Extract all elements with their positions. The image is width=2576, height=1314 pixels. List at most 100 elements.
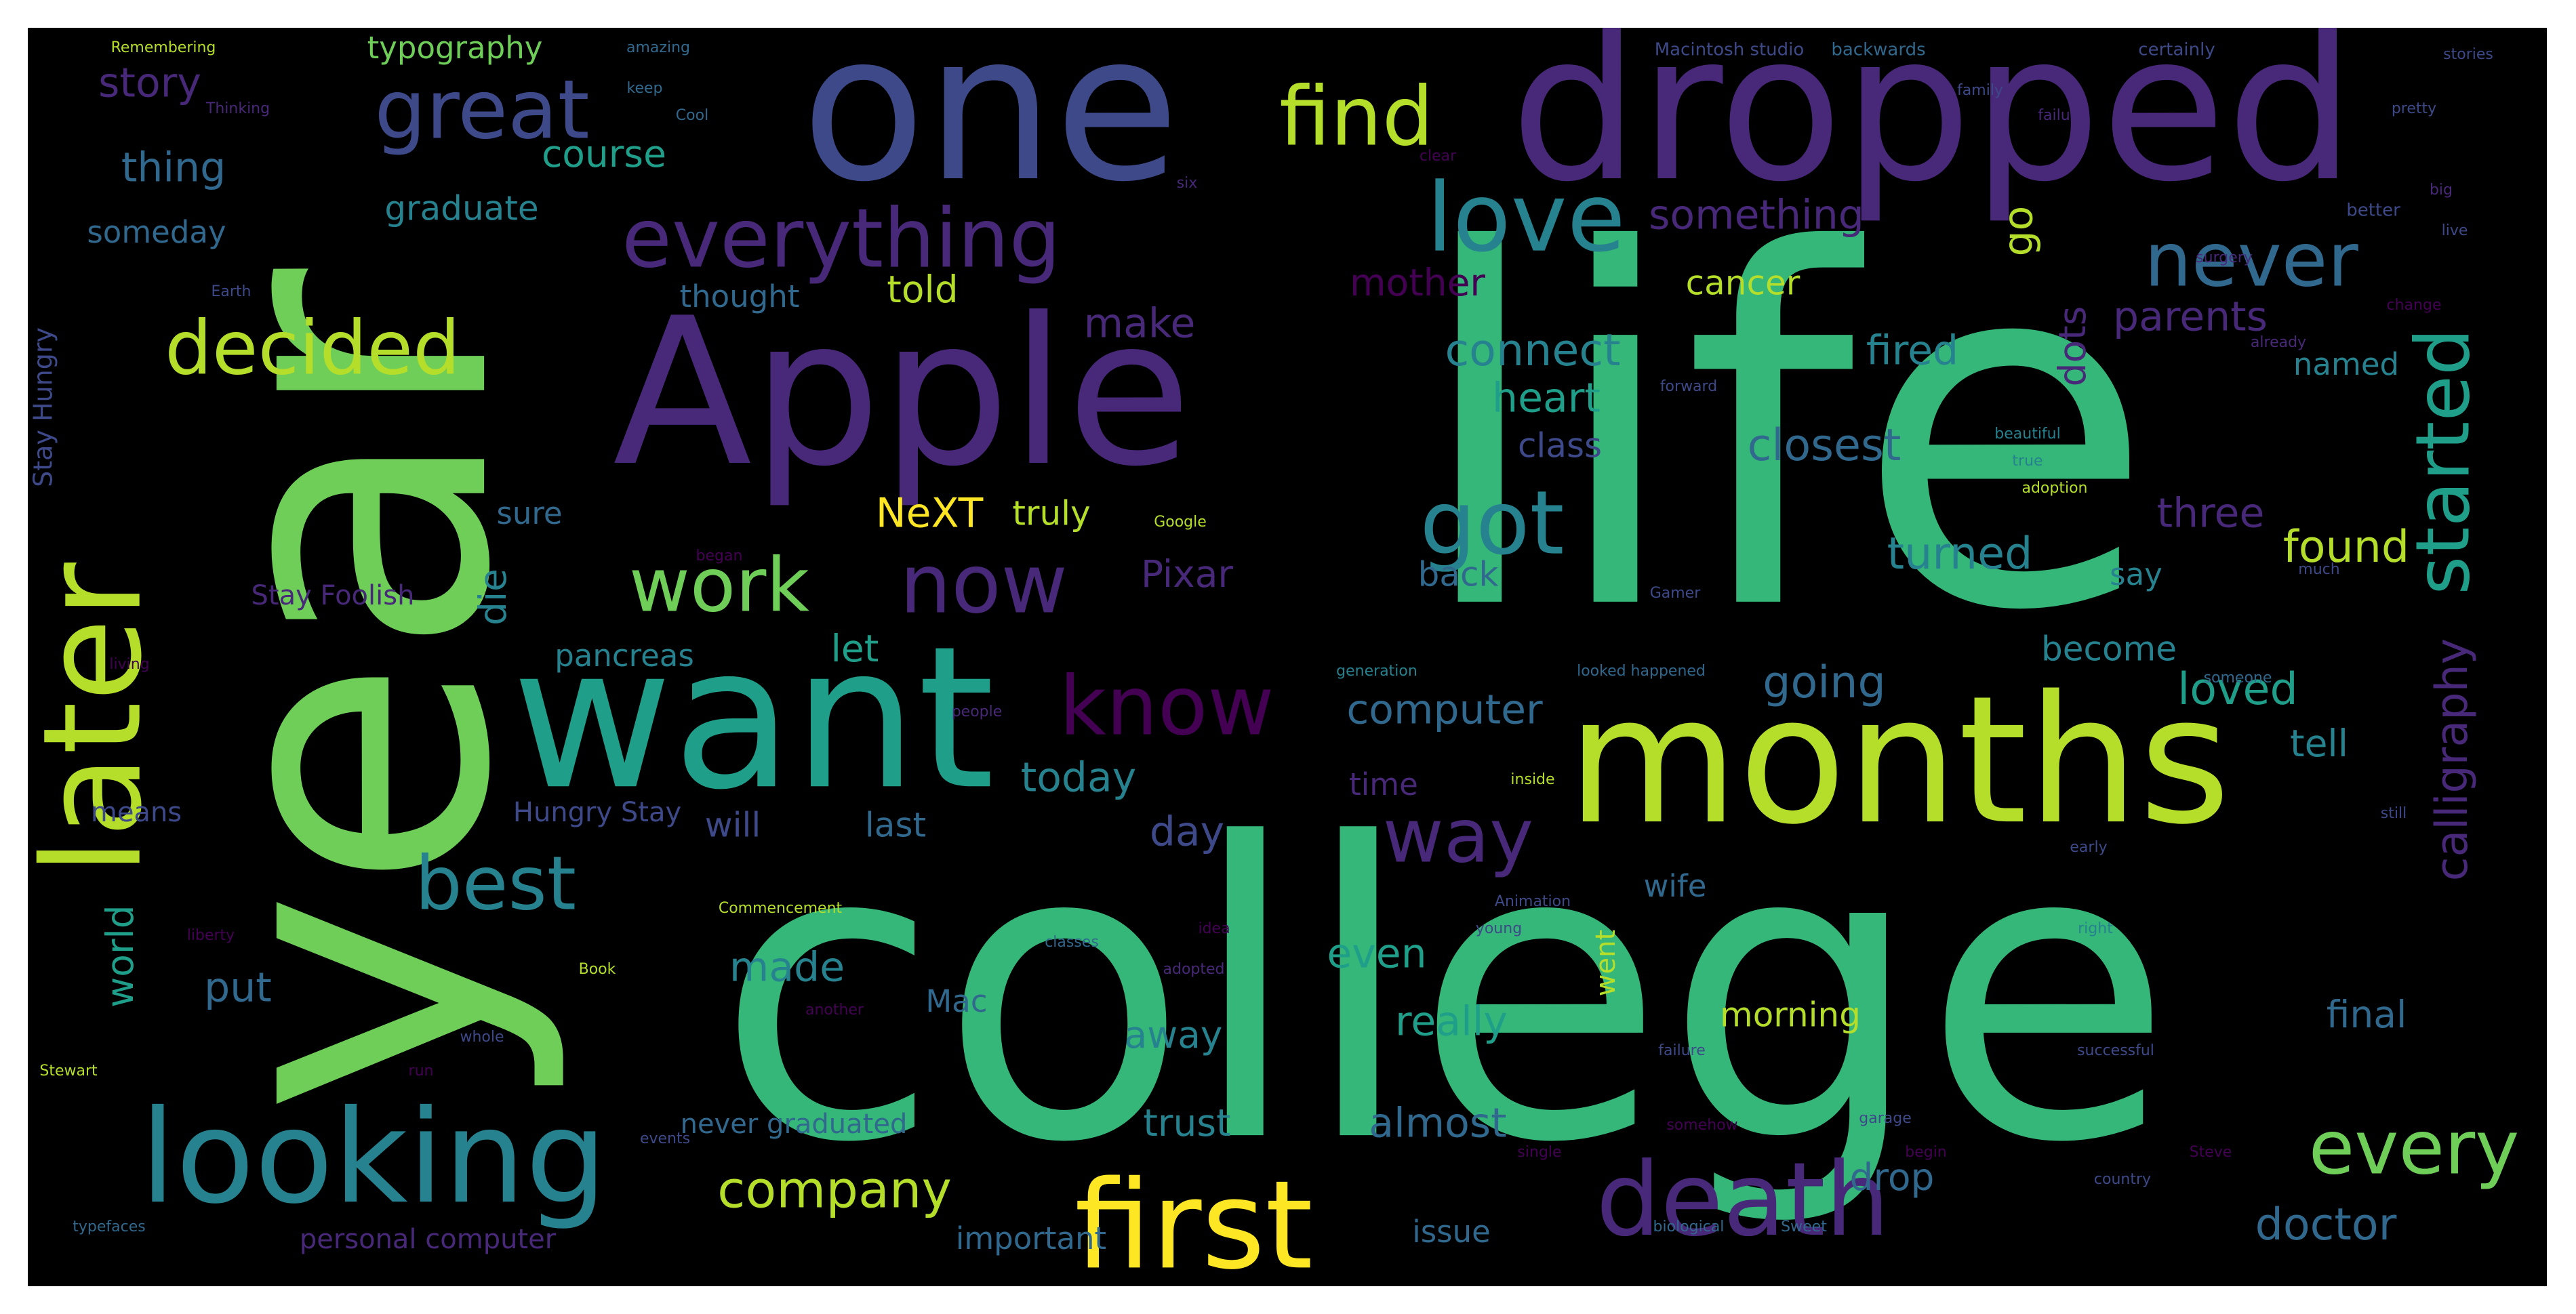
cloud-word: stories	[2443, 46, 2493, 63]
cloud-word: dots	[2051, 306, 2094, 387]
cloud-word: closest	[1748, 420, 1901, 471]
cloud-word: day	[1150, 808, 1224, 856]
cloud-word: college	[716, 758, 2173, 1231]
cloud-word: country	[2094, 1171, 2151, 1188]
cloud-word: garage	[1859, 1110, 1911, 1127]
cloud-word: Book	[579, 961, 616, 978]
cloud-word: early	[2070, 839, 2107, 856]
cloud-word: Remembering	[111, 39, 216, 56]
cloud-word: liberty	[187, 927, 235, 944]
cloud-word: adopted	[1163, 961, 1225, 978]
cloud-word: whole	[460, 1029, 504, 1046]
cloud-word: Hungry Stay	[513, 797, 681, 828]
cloud-word: Thinking	[205, 100, 270, 117]
cloud-word: pretty	[2392, 100, 2436, 117]
cloud-word: much	[2298, 561, 2339, 578]
cloud-word: dropped	[1510, 28, 2356, 226]
cloud-word: mother	[1350, 261, 1485, 304]
cloud-word: company	[717, 1160, 952, 1220]
cloud-word: true	[2012, 453, 2042, 470]
cloud-word: someone	[2204, 670, 2272, 686]
cloud-word: typefaces	[73, 1218, 145, 1235]
cloud-word: Stay Hungry	[28, 327, 58, 487]
cloud-word: graduate	[384, 189, 538, 228]
cloud-word: everything	[622, 192, 1061, 287]
cloud-word: keep	[627, 80, 663, 97]
cloud-word: best	[415, 840, 576, 926]
cloud-word: big	[2430, 182, 2453, 199]
cloud-word: clear	[1420, 148, 1457, 165]
cloud-word: Apple	[613, 274, 1192, 511]
cloud-word: important	[956, 1220, 1106, 1256]
cloud-word: turned	[1887, 529, 2033, 579]
cloud-word: found	[2283, 522, 2409, 573]
cloud-word: already	[2251, 334, 2306, 351]
cloud-word: adoption	[2021, 480, 2087, 497]
cloud-word: typography	[367, 30, 543, 66]
cloud-word: drop	[1850, 1155, 1935, 1199]
cloud-word: Cool	[676, 107, 708, 124]
cloud-word: final	[2327, 993, 2407, 1036]
cloud-word: loved	[2177, 664, 2298, 715]
cloud-word: months	[1567, 659, 2230, 863]
cloud-word: life	[1412, 149, 2156, 717]
cloud-word: tell	[2290, 722, 2348, 765]
cloud-word: something	[1649, 192, 1864, 239]
cloud-word: way	[1383, 792, 1533, 879]
cloud-word: later	[28, 562, 172, 876]
cloud-word: last	[865, 806, 926, 845]
cloud-word: certainly	[2138, 40, 2215, 60]
cloud-word: change	[2387, 297, 2442, 314]
cloud-word: sure	[496, 495, 562, 531]
cloud-word: somehow	[1666, 1117, 1737, 1134]
cloud-word: made	[729, 944, 845, 991]
cloud-word: failure	[1658, 1042, 1706, 1059]
cloud-word: Sweet	[1781, 1218, 1827, 1235]
cloud-word: began	[696, 548, 743, 564]
cloud-word: course	[542, 132, 666, 176]
cloud-word: idea	[1198, 920, 1230, 937]
cloud-word: say	[2110, 556, 2162, 592]
cloud-word: year	[132, 264, 574, 1115]
cloud-word: calligraphy	[2427, 638, 2478, 881]
cloud-word: Pixar	[1141, 552, 1233, 596]
cloud-word: every	[2309, 1104, 2520, 1191]
cloud-word: cancer	[1686, 264, 1800, 303]
cloud-word: amazing	[626, 39, 690, 56]
cloud-word: great	[374, 64, 589, 158]
cloud-word: know	[1059, 660, 1274, 754]
cloud-word: Animation	[1495, 893, 1571, 910]
cloud-word: right	[2078, 920, 2113, 937]
cloud-word: named	[2293, 346, 2399, 382]
cloud-word: family	[1957, 82, 2003, 99]
cloud-word: backwards	[1831, 40, 1925, 60]
cloud-word: find	[1279, 70, 1434, 165]
cloud-word: begin	[1905, 1144, 1947, 1161]
cloud-word: morning	[1720, 995, 1861, 1035]
cloud-word: inside	[1510, 771, 1554, 788]
cloud-word: wife	[1644, 868, 1707, 904]
cloud-word: become	[2041, 630, 2177, 669]
cloud-word: make	[1084, 300, 1196, 348]
cloud-word: let	[831, 627, 879, 670]
cloud-word: someday	[87, 214, 226, 250]
cloud-word: Gamer	[1650, 585, 1701, 602]
cloud-word: young	[1476, 920, 1522, 937]
cloud-word: started	[2399, 328, 2486, 595]
cloud-word: Mac	[925, 983, 987, 1019]
cloud-word: back	[1418, 555, 1499, 594]
cloud-word: generation	[1336, 663, 1417, 680]
cloud-word: means	[91, 797, 182, 828]
cloud-word: three	[2157, 490, 2265, 537]
cloud-word: never graduated	[681, 1109, 908, 1140]
cloud-word: doctor	[2255, 1199, 2397, 1250]
cloud-word: today	[1021, 754, 1137, 802]
cloud-word: computer	[1346, 686, 1543, 734]
cloud-word: going	[1763, 657, 1886, 708]
cloud-word: even	[1327, 930, 1426, 978]
cloud-word: went	[1590, 930, 1622, 996]
cloud-word: Commencement	[719, 900, 843, 917]
cloud-word: looked happened	[1577, 663, 1706, 680]
cloud-word: live	[2442, 222, 2468, 239]
